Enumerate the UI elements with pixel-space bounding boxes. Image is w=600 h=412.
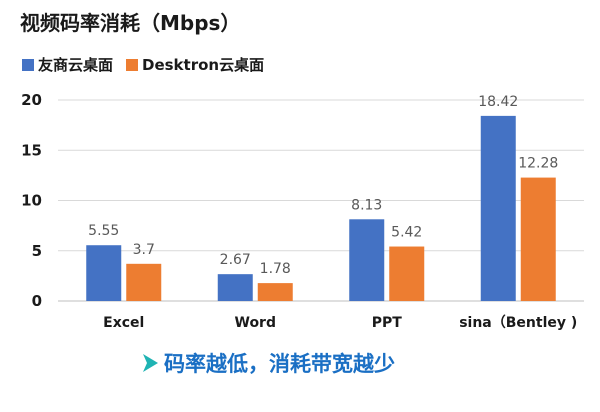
- bar-youshang: [480, 115, 516, 301]
- legend-label-desktron: Desktron云桌面: [142, 56, 264, 74]
- bar-desktron: [257, 283, 293, 301]
- legend-label-youshang: 友商云桌面: [38, 56, 113, 74]
- bar-desktron: [389, 246, 425, 301]
- data-label: 18.42: [478, 94, 518, 110]
- x-tick-label: Word: [235, 315, 277, 331]
- legend: 友商云桌面 Desktron云桌面: [22, 56, 264, 74]
- data-label: 12.28: [518, 156, 558, 172]
- arrow-right-icon: [143, 354, 158, 372]
- y-tick-label: 5: [32, 242, 42, 260]
- y-tick-label: 0: [32, 292, 42, 310]
- y-axis: 0 5 10 15 20: [21, 91, 42, 310]
- data-label: 2.67: [220, 252, 251, 268]
- bar-youshang: [86, 245, 122, 301]
- y-tick-label: 10: [21, 192, 42, 210]
- bars: [86, 115, 556, 301]
- legend-swatch-youshang: [22, 59, 34, 71]
- data-label: 1.78: [260, 261, 291, 277]
- footer: 码率越低，消耗带宽越少: [143, 352, 395, 376]
- x-tick-label: sina（Bentley ): [459, 315, 577, 331]
- x-tick-label: PPT: [372, 315, 403, 331]
- data-labels: 5.55 3.7 2.67 1.78 8.13 5.42 18.42 12.28: [88, 94, 558, 277]
- x-axis: Excel Word PPT sina（Bentley ): [103, 315, 577, 331]
- data-label: 5.42: [391, 225, 422, 241]
- footer-text: 码率越低，消耗带宽越少: [164, 352, 395, 376]
- bar-desktron: [520, 177, 556, 301]
- x-tick-label: Excel: [103, 315, 144, 331]
- y-tick-label: 20: [21, 91, 42, 109]
- chart-title: 视频码率消耗（Mbps）: [20, 11, 240, 35]
- bar-desktron: [126, 263, 162, 301]
- bar-youshang: [349, 219, 385, 301]
- data-label: 3.7: [133, 242, 155, 258]
- bar-youshang: [217, 274, 253, 301]
- y-tick-label: 15: [21, 141, 42, 159]
- data-label: 8.13: [351, 197, 382, 213]
- data-label: 5.55: [88, 223, 119, 239]
- legend-swatch-desktron: [126, 59, 138, 71]
